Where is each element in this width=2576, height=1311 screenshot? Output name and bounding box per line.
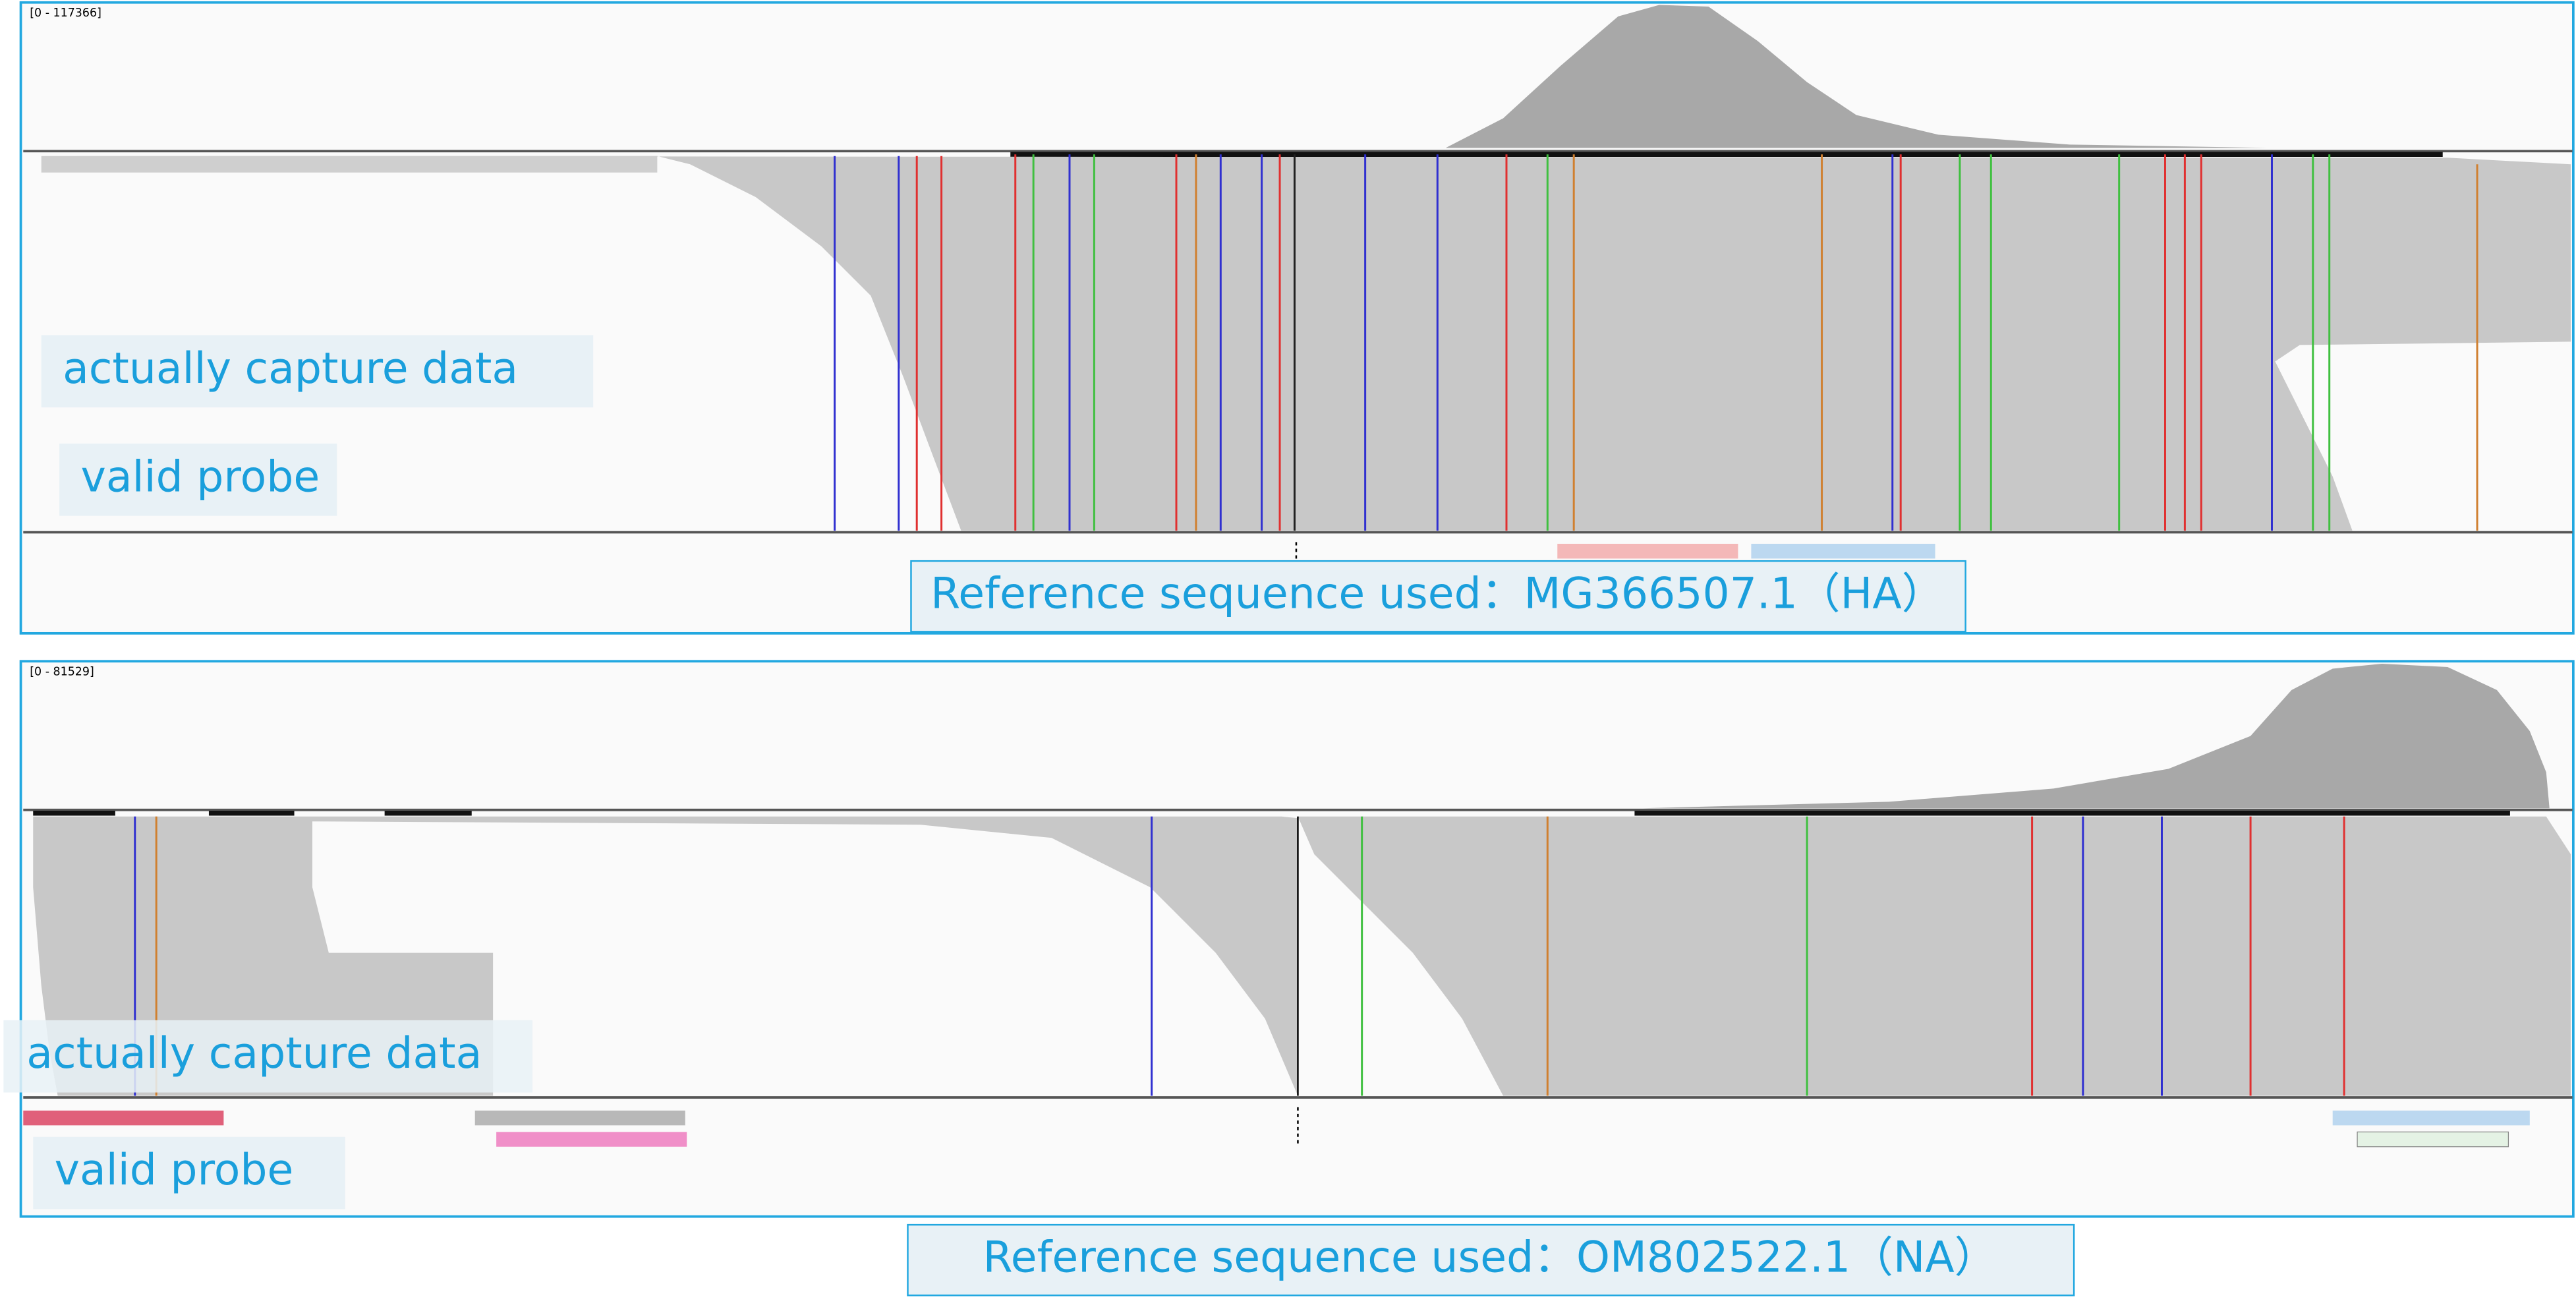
reads-strip — [41, 156, 658, 173]
label-box — [33, 1136, 345, 1209]
label-box — [59, 443, 337, 516]
capture-label: actually capture data — [63, 344, 518, 393]
reads-gap — [312, 821, 1298, 1096]
gene-feature — [474, 1110, 685, 1126]
probe-label: valid probe — [81, 452, 320, 502]
mismatch-lines — [134, 816, 2345, 1096]
gene-feature — [1557, 544, 1738, 559]
reference-label: Reference sequence used：MG366507.1（HA） — [930, 569, 1944, 618]
label-box — [3, 1020, 532, 1093]
gene-feature — [1751, 544, 1935, 559]
reference-label: Reference sequence used：OM802522.1（NA） — [983, 1233, 1997, 1282]
range-label: [0 - 81529] — [30, 665, 94, 678]
panel-1: [0 - 117366] actually capture data valid… — [19, 1, 2575, 635]
reads — [41, 156, 2571, 531]
mismatch-lines — [834, 154, 2478, 531]
label-box — [907, 1223, 2075, 1296]
gene-feature — [496, 1132, 687, 1147]
gene-feature — [2332, 1110, 2530, 1126]
label-box — [41, 335, 594, 408]
coverage — [23, 663, 2571, 809]
gene-feature — [23, 1110, 224, 1126]
reads — [1298, 816, 2571, 1096]
label-box — [910, 560, 1966, 633]
panel-2: [0 - 81529] actually capture data valid … — [3, 660, 2575, 1296]
range-label: [0 - 117366] — [30, 7, 101, 20]
capture-label: actually capture data — [26, 1029, 482, 1078]
probe-label: valid probe — [55, 1146, 294, 1195]
gene-feature — [2357, 1131, 2509, 1148]
